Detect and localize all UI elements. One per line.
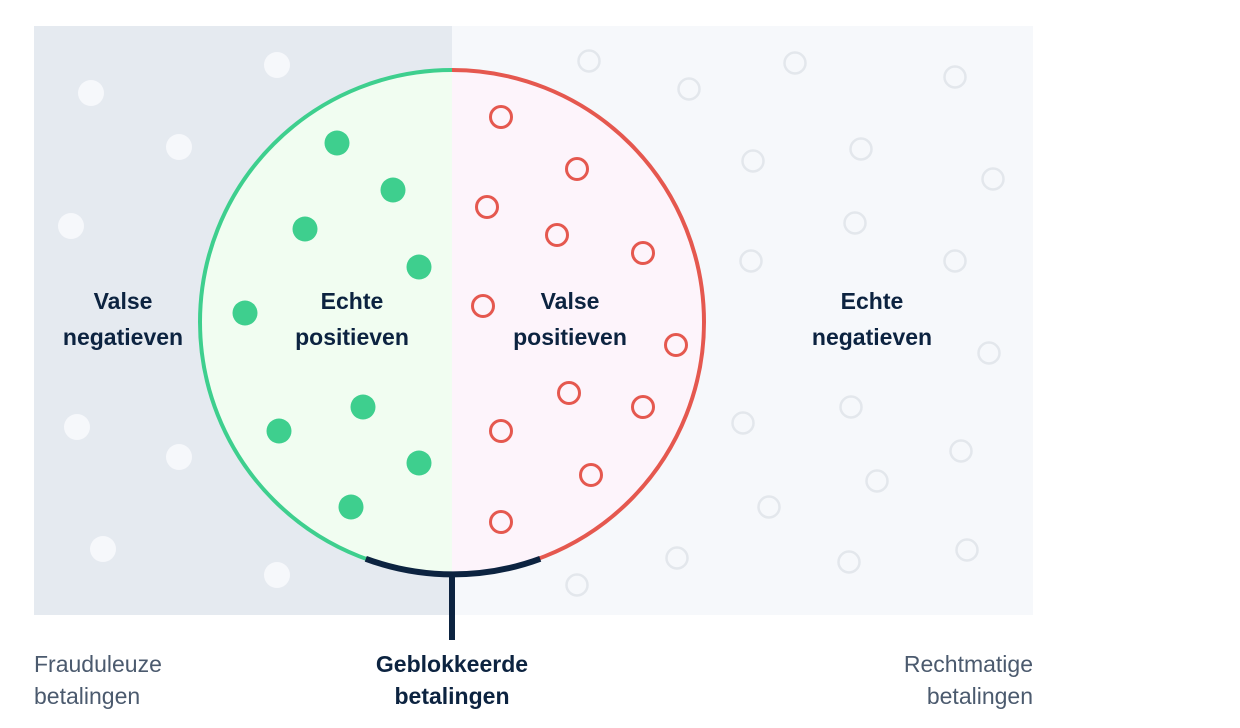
true-negative-ring [843, 211, 867, 235]
true-positive-dot [338, 494, 364, 520]
false-positive-ring [471, 294, 495, 318]
false-positive-ring [565, 157, 589, 181]
false-positive-ring [489, 419, 513, 443]
true-negative-ring [565, 573, 589, 597]
false-positive-ring [631, 241, 655, 265]
true-negative-ring [783, 51, 807, 75]
false-negative-dot [90, 536, 116, 562]
true-negative-ring [943, 65, 967, 89]
false-positive-ring [664, 333, 688, 357]
label-line: negatieven [62, 324, 184, 350]
footer-line: Geblokkeerde [375, 651, 529, 677]
label-line: Echte [320, 288, 384, 314]
true-negative-ring [955, 538, 979, 562]
label-line: Echte [840, 288, 904, 314]
footer-line: betalingen [34, 683, 141, 709]
true-negative-ring [865, 469, 889, 493]
false-negative-dot [58, 213, 84, 239]
circle-outline-red [451, 68, 706, 576]
false-negative-dot [64, 414, 90, 440]
true-positive-dot [292, 216, 318, 242]
false-positive-ring [475, 195, 499, 219]
label-line: Valse [540, 288, 600, 314]
footer-line: betalingen [926, 683, 1033, 709]
true-positive-dot [350, 394, 376, 420]
false-negative-dot [166, 444, 192, 470]
true-negative-ring [577, 49, 601, 73]
false-negative-dot [166, 134, 192, 160]
footer-line: Frauduleuze [34, 651, 162, 677]
true-negative-ring [739, 249, 763, 273]
true-positive-dot [266, 418, 292, 444]
label-line: Valse [93, 288, 153, 314]
blocked-circle-legit-half [452, 70, 704, 574]
true-positive-dot [232, 300, 258, 326]
true-negative-ring [665, 546, 689, 570]
label-line: negatieven [811, 324, 933, 350]
label-line: positieven [513, 324, 627, 350]
true-negative-ring [741, 149, 765, 173]
true-negative-ring [977, 341, 1001, 365]
false-positive-ring [489, 105, 513, 129]
label-false-positives: Valse positieven [480, 283, 660, 355]
false-negative-dot [264, 562, 290, 588]
label-line: positieven [295, 324, 409, 350]
true-negative-ring [731, 411, 755, 435]
footer-line: Rechtmatige [903, 651, 1033, 677]
false-positive-ring [557, 381, 581, 405]
true-negative-ring [943, 249, 967, 273]
false-negative-dot [264, 52, 290, 78]
true-negative-ring [677, 77, 701, 101]
footer-fraudulent: Frauduleuze betalingen [34, 648, 162, 712]
true-negative-ring [949, 439, 973, 463]
false-positive-ring [545, 223, 569, 247]
true-negative-ring [757, 495, 781, 519]
footer-legit: Rechtmatige betalingen [904, 648, 1033, 712]
true-negative-ring [839, 395, 863, 419]
true-positive-dot [406, 254, 432, 280]
true-positive-dot [380, 177, 406, 203]
true-negative-ring [981, 167, 1005, 191]
label-true-positives: Echte positieven [262, 283, 442, 355]
label-false-negatives: Valse negatieven [34, 283, 212, 355]
true-negative-ring [849, 137, 873, 161]
circle-outline-green [198, 68, 453, 576]
false-positive-ring [579, 463, 603, 487]
false-positive-ring [631, 395, 655, 419]
false-negative-dot [78, 80, 104, 106]
true-positive-dot [324, 130, 350, 156]
true-positive-dot [406, 450, 432, 476]
false-positive-ring [489, 510, 513, 534]
label-true-negatives: Echte negatieven [782, 283, 962, 355]
footer-blocked: Geblokkeerde betalingen [342, 648, 562, 712]
footer-line: betalingen [394, 683, 510, 709]
true-negative-ring [837, 550, 861, 574]
